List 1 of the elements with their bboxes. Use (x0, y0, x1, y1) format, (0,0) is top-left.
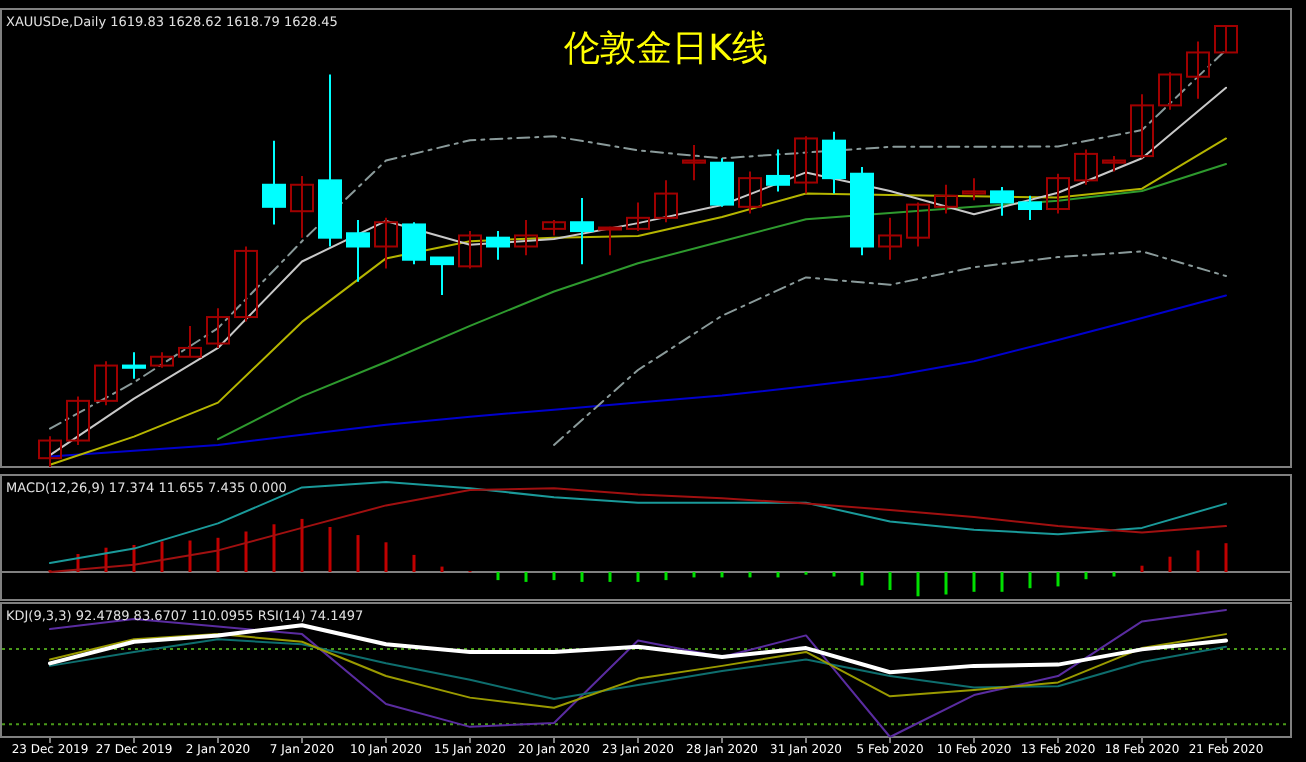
title: 伦敦金日K线 (564, 28, 768, 70)
